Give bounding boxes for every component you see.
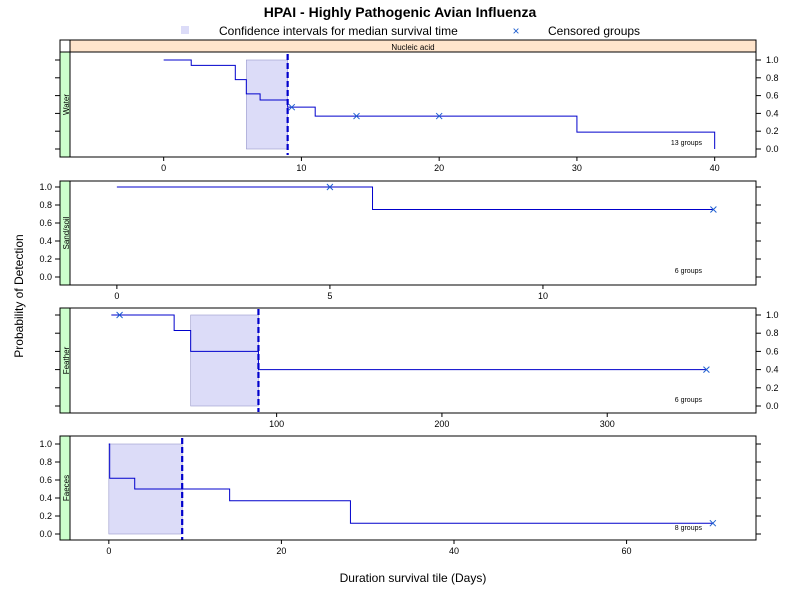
left-strip-label: Water: [62, 94, 71, 115]
y-tick-label: 0.0: [766, 144, 779, 154]
panel-water: Nucleic acid Water 0 10 20 30 40 0.0 0.2 0.4 0.6 0.…: [55, 39, 779, 173]
survival-step-line: [163, 59, 716, 149]
y-tick-label: 0.8: [39, 457, 52, 467]
survival-step-line: [116, 186, 714, 210]
y-tick-label: 0.6: [766, 91, 779, 101]
censored-mark: [703, 366, 710, 373]
y-tick-label: 0.4: [39, 493, 52, 503]
x-tick-label: 40: [710, 163, 720, 173]
censored-mark: [709, 519, 717, 527]
censored-mark: [116, 311, 123, 319]
y-tick-label: 1.0: [766, 310, 779, 320]
left-strip-label: Feather: [62, 346, 71, 374]
panel-frame: [59, 307, 757, 414]
legend-censored-label: Censored groups: [548, 24, 640, 38]
survival-step-line: [108, 443, 713, 524]
censored-mark: [435, 112, 443, 120]
x-tick-label: 0: [161, 163, 166, 173]
legend-censored-symbol: ×: [512, 24, 519, 38]
y-tick-label: 0.8: [766, 73, 779, 83]
x-tick-label: 100: [269, 419, 284, 429]
x-tick-label: 10: [296, 163, 306, 173]
panel-frame: [59, 180, 757, 286]
y-tick-label: 1.0: [39, 182, 52, 192]
y-tick-label: 0.2: [39, 511, 52, 521]
groups-count-label: 8 groups: [675, 525, 703, 532]
y-tick-label: 0.8: [39, 200, 52, 210]
panel-faeces: Faeces 0 20 40 60 0.0 0.2 0.4 0.6 0.8 1.0 8 groups: [39, 435, 761, 556]
y-tick-label: 0.0: [39, 529, 52, 539]
x-tick-label: 20: [276, 546, 286, 556]
survival-step-line: [111, 314, 707, 371]
legend-ci-swatch: [181, 26, 189, 34]
groups-count-label: 6 groups: [675, 397, 703, 404]
censored-mark: [353, 112, 360, 120]
y-axis-label: Probability of Detection: [12, 234, 26, 357]
y-tick-label: 0.0: [766, 401, 779, 411]
x-tick-label: 60: [622, 546, 632, 556]
x-tick-label: 40: [449, 546, 459, 556]
x-tick-label: 5: [327, 291, 332, 301]
x-axis-label: Duration survival tile (Days): [340, 571, 487, 585]
panel-sand-soil: Sand/soil 0 5 10 0.0 0.2 0.4 0.6 0.8 1.0 6 groups: [39, 180, 761, 301]
left-strip-label: Faeces: [62, 475, 71, 501]
legend: Confidence intervals for median survival…: [181, 24, 640, 38]
panel-frame: [59, 39, 757, 158]
panel-frame: [59, 435, 757, 541]
groups-count-label: 6 groups: [675, 268, 703, 275]
x-tick-label: 0: [114, 291, 119, 301]
y-tick-label: 0.8: [766, 328, 779, 338]
y-tick-label: 0.2: [766, 126, 779, 136]
y-tick-label: 0.6: [766, 346, 779, 356]
x-tick-label: 200: [434, 419, 449, 429]
censored-mark: [710, 206, 717, 213]
panel-feather: Feather 100 200 300 0.0 0.2 0.4 0.6 0.8 1.0 6 grou…: [55, 307, 779, 429]
y-tick-label: 0.2: [766, 383, 779, 393]
x-tick-label: 10: [538, 291, 548, 301]
groups-count-label: 13 groups: [671, 140, 703, 147]
y-tick-label: 0.4: [766, 365, 779, 375]
x-tick-label: 20: [434, 163, 444, 173]
ci-band: [190, 314, 259, 407]
censored-mark: [326, 183, 334, 191]
top-strip-label: Nucleic acid: [391, 43, 434, 52]
ci-band: [246, 59, 288, 150]
y-tick-label: 0.6: [39, 218, 52, 228]
legend-ci-label: Confidence intervals for median survival…: [219, 24, 458, 38]
x-tick-label: 0: [106, 546, 111, 556]
left-strip-label: Sand/soil: [62, 216, 71, 249]
x-tick-label: 300: [600, 419, 615, 429]
y-tick-label: 0.4: [39, 236, 52, 246]
y-tick-label: 0.6: [39, 475, 52, 485]
censored-mark: [288, 103, 296, 111]
y-tick-label: 0.0: [39, 272, 52, 282]
y-tick-label: 1.0: [766, 55, 779, 65]
x-tick-label: 30: [572, 163, 582, 173]
y-tick-label: 0.4: [766, 108, 779, 118]
chart-title: HPAI - Highly Pathogenic Avian Influenza: [264, 4, 537, 20]
y-tick-label: 0.2: [39, 254, 52, 264]
panels: Nucleic acid Water 0 10 20 30 40 0.0 0.2 0.4 0.6 0.…: [39, 39, 779, 556]
y-tick-label: 1.0: [39, 439, 52, 449]
